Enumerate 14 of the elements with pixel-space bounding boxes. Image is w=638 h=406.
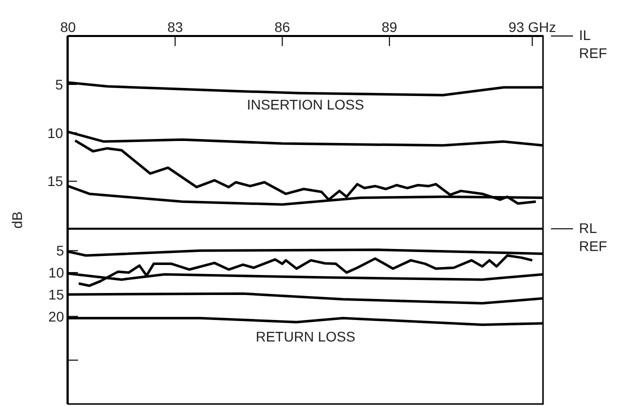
x-tick-label: 80 — [60, 19, 76, 35]
ref-line-label: IL REF — [579, 27, 607, 61]
x-tick-label: 86 — [274, 19, 290, 35]
x-tick-label: 93 GHz — [508, 19, 556, 35]
y-axis-title: dB — [8, 211, 25, 229]
y-tick-label: 5 — [55, 76, 64, 92]
x-tick-label: 89 — [382, 19, 398, 35]
y-tick-label: 10 — [47, 124, 64, 141]
annotation: RETURN LOSS — [256, 328, 356, 344]
ref-line-label: RL REF — [579, 220, 607, 254]
x-tick-label: 83 — [167, 19, 184, 35]
y-tick-label: 15 — [47, 173, 64, 190]
annotation: INSERTION LOSS — [246, 96, 364, 113]
y2-tick-label: 20 — [48, 308, 64, 324]
